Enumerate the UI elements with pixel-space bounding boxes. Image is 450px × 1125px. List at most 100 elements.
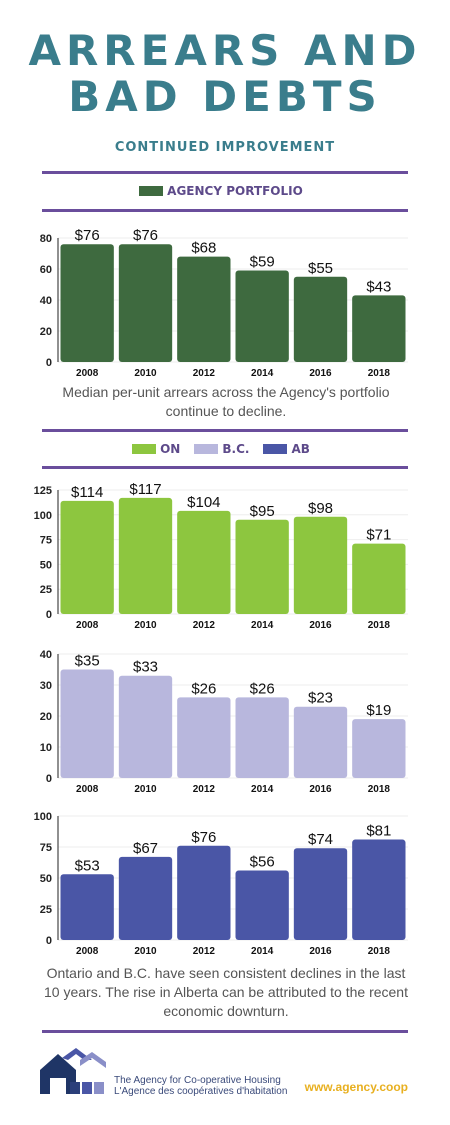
- data-label: $59: [250, 254, 275, 271]
- data-label: $33: [133, 659, 158, 676]
- page-subtitle: CONTINUED IMPROVEMENT: [114, 140, 336, 155]
- data-label: $76: [191, 829, 216, 846]
- x-tick-label: 2012: [193, 620, 216, 631]
- data-label: $26: [250, 680, 275, 697]
- bar: [118, 675, 173, 778]
- bar: [352, 543, 406, 614]
- bar: [118, 856, 173, 940]
- data-label: $35: [75, 653, 100, 670]
- x-tick-label: 2014: [251, 620, 274, 631]
- x-tick-label: 2018: [368, 368, 391, 379]
- x-tick-label: 2010: [134, 784, 157, 795]
- bar: [60, 874, 114, 940]
- x-tick-label: 2012: [193, 368, 216, 379]
- caption-agency: Median per-unit arrears across the Agenc…: [62, 384, 390, 419]
- y-tick-label: 25: [40, 904, 52, 916]
- x-tick-label: 2014: [251, 946, 274, 957]
- y-tick-label: 25: [40, 584, 52, 596]
- divider: [42, 171, 408, 174]
- chart-alberta: 0 25 50 75 100 $53 2008 $67 2010 $76 2012 $56 2014 $7…: [34, 811, 408, 957]
- data-label: $98: [308, 500, 333, 517]
- legend-label: AB: [291, 442, 310, 456]
- org-name: The Agency for Co-operative Housing L'Ag…: [114, 1075, 287, 1097]
- x-tick-label: 2014: [251, 784, 274, 795]
- bar: [60, 244, 114, 362]
- x-tick-label: 2008: [76, 784, 99, 795]
- data-label: $76: [133, 227, 158, 244]
- legend-swatch: [132, 444, 157, 454]
- data-label: $114: [71, 484, 103, 501]
- legend-swatch: [263, 444, 288, 454]
- chart-ontario: 0 25 50 75 100 125 $114 2008 $117 2010 $104 2012 $95…: [34, 481, 408, 631]
- org-name-fr: L'Agence des coopératives d'habitation: [114, 1086, 288, 1097]
- y-tick-label: 50: [40, 559, 52, 571]
- x-tick-label: 2014: [251, 368, 274, 379]
- data-label: $68: [191, 240, 216, 257]
- website-link[interactable]: www.agency.coop: [304, 1080, 408, 1094]
- legend-item-ab: AB: [263, 442, 310, 456]
- x-tick-label: 2010: [134, 620, 157, 631]
- x-tick-label: 2016: [309, 946, 332, 957]
- y-tick-label: 0: [46, 935, 52, 947]
- data-label: $95: [250, 503, 275, 520]
- x-tick-label: 2016: [309, 620, 332, 631]
- y-tick-label: 20: [40, 711, 52, 723]
- y-tick-label: 0: [46, 357, 52, 369]
- data-label: $19: [366, 702, 391, 719]
- data-label: $55: [308, 260, 333, 277]
- bar: [118, 497, 173, 614]
- x-tick-label: 2018: [368, 620, 391, 631]
- y-tick-label: 60: [40, 264, 52, 276]
- page-title-line1: ARREARS AND: [28, 26, 422, 75]
- x-tick-label: 2010: [134, 368, 157, 379]
- bar: [293, 276, 348, 362]
- bar: [235, 270, 289, 362]
- y-tick-label: 100: [34, 811, 52, 823]
- legend-swatch: [194, 444, 219, 454]
- caption-provinces: Ontario and B.C. have seen consistent de…: [44, 965, 408, 1019]
- bar: [293, 516, 348, 614]
- bar: [352, 839, 406, 940]
- bar: [177, 510, 231, 614]
- divider: [42, 1030, 408, 1033]
- data-label: $74: [308, 831, 333, 848]
- x-tick-label: 2008: [76, 368, 99, 379]
- agency-logo: [40, 1048, 106, 1094]
- bar: [177, 697, 231, 778]
- bar: [60, 500, 114, 614]
- legend-provinces: ON B.C. AB: [0, 442, 450, 456]
- y-tick-label: 40: [40, 295, 52, 307]
- bar: [235, 519, 289, 614]
- legend-swatch: [139, 186, 164, 196]
- bar: [177, 256, 231, 362]
- y-tick-label: 0: [46, 609, 52, 621]
- data-label: $43: [366, 278, 391, 295]
- y-tick-label: 125: [34, 485, 52, 497]
- bar: [177, 845, 231, 940]
- divider: [42, 466, 408, 469]
- legend-item-on: ON: [132, 442, 180, 456]
- data-label: $81: [366, 823, 391, 840]
- chart-bc: 0 10 20 30 40 $35 2008 $33 2010 $26 2012 $26 2014 $23…: [40, 649, 408, 795]
- org-name-en: The Agency for Co-operative Housing: [114, 1075, 281, 1086]
- x-tick-label: 2018: [368, 946, 391, 957]
- data-label: $53: [75, 857, 100, 874]
- data-label: $26: [191, 680, 216, 697]
- x-tick-label: 2016: [309, 784, 332, 795]
- divider: [42, 209, 408, 212]
- x-tick-label: 2008: [76, 620, 99, 631]
- data-label: $71: [366, 527, 391, 544]
- legend-agency: AGENCY PORTFOLIO: [0, 184, 450, 198]
- y-tick-label: 100: [34, 510, 52, 522]
- bar: [352, 719, 406, 778]
- x-tick-label: 2010: [134, 946, 157, 957]
- legend-item-agency: AGENCY PORTFOLIO: [139, 184, 303, 198]
- y-tick-label: 75: [40, 535, 52, 547]
- y-tick-label: 75: [40, 842, 52, 854]
- chart-agency-portfolio: 0 20 40 60 80 $76 2008 $76 2010 $68 2012 $59 2014 $55…: [40, 227, 408, 379]
- x-tick-label: 2018: [368, 784, 391, 795]
- page-title-line2: BAD DEBTS: [68, 72, 382, 121]
- bar: [60, 669, 114, 778]
- bar: [118, 244, 173, 362]
- bar: [235, 870, 289, 940]
